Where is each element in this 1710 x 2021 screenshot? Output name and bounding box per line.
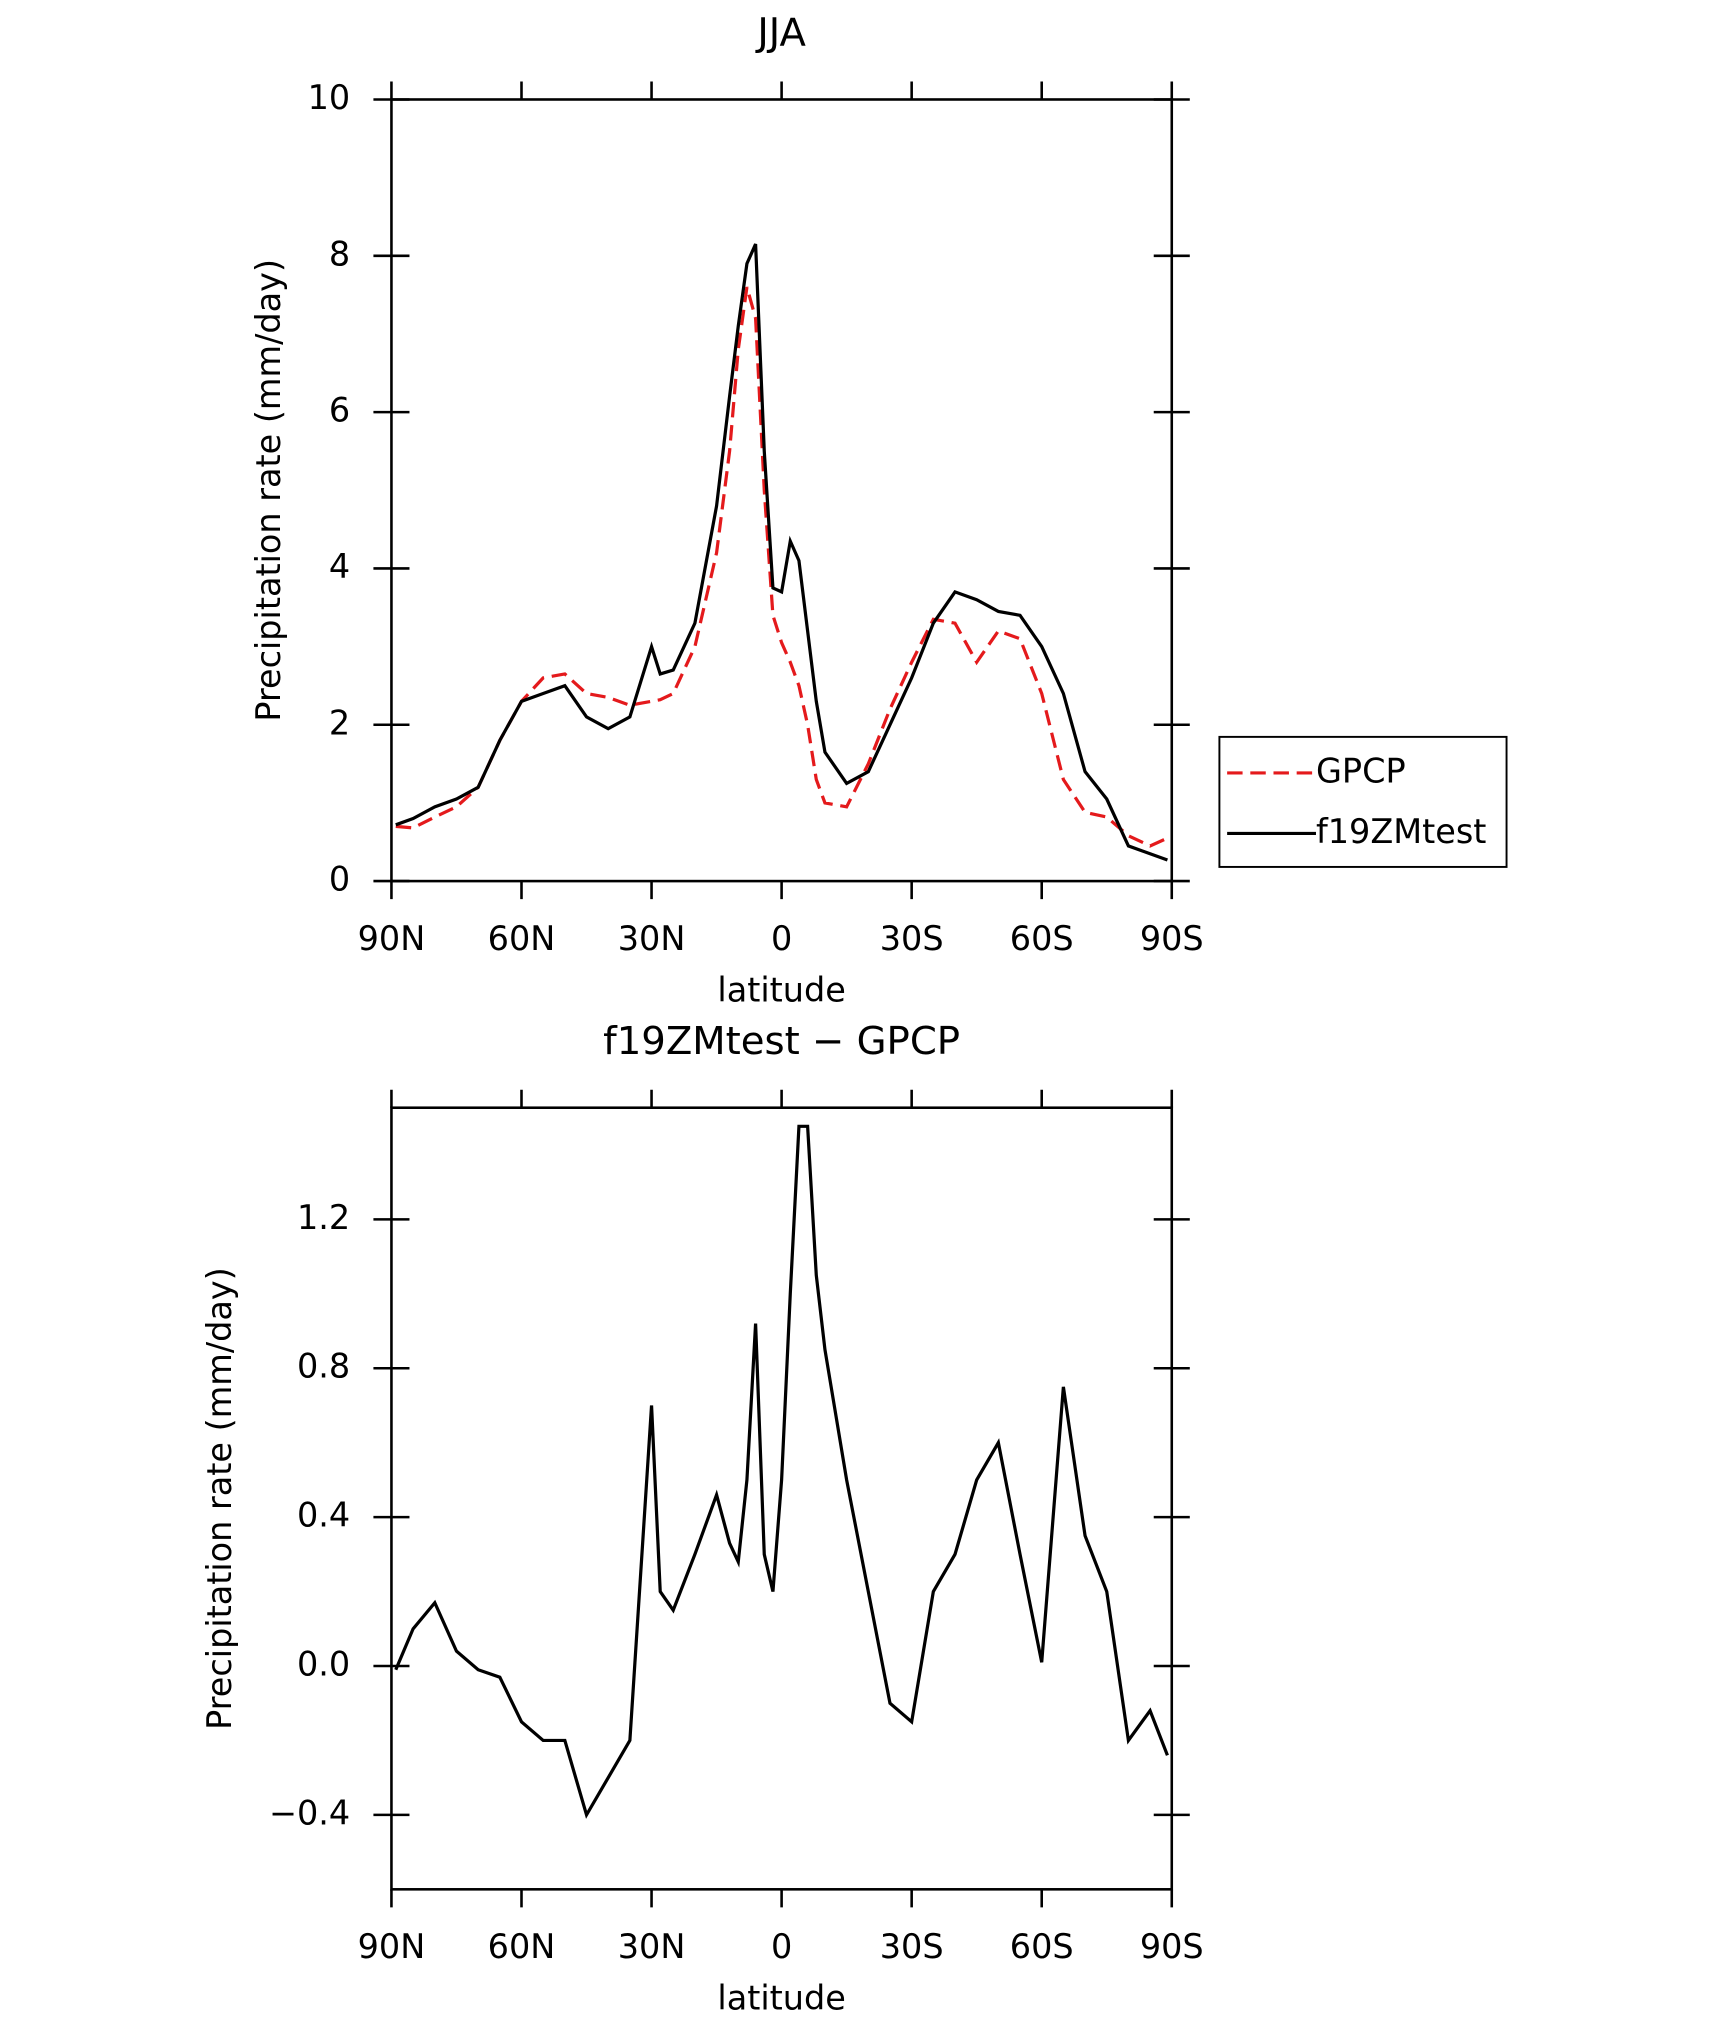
data-line [395, 243, 1168, 862]
legend-label: GPCP [1316, 751, 1406, 790]
y-tick-label: −0.4 [269, 1793, 350, 1832]
x-tick-label: 30N [618, 919, 686, 958]
y-tick-label: 1.2 [297, 1198, 350, 1237]
y-tick-label: 2 [329, 703, 350, 742]
x-axis-label: latitude [717, 970, 845, 1009]
legend-box [1218, 735, 1508, 868]
x-tick-label: 60N [488, 1927, 556, 1966]
y-tick-label: 0.4 [297, 1496, 350, 1535]
y-tick-label: 8 [329, 234, 350, 273]
x-tick-label: 30S [880, 919, 944, 958]
y-axis-label: Precipitation rate (mm/day) [249, 259, 288, 722]
x-tick-label: 60S [1010, 1927, 1074, 1966]
x-tick-label: 30N [618, 1927, 686, 1966]
data-line [395, 286, 1169, 848]
y-tick-label: 0.0 [297, 1645, 350, 1684]
x-tick-label: 90N [358, 1927, 426, 1966]
x-tick-label: 0 [771, 1927, 792, 1966]
plot-frame [390, 98, 1174, 883]
x-axis-label: latitude [717, 1979, 845, 2018]
y-tick-label: 0.8 [297, 1347, 350, 1386]
x-tick-label: 90S [1140, 1927, 1204, 1966]
data-line [394, 1124, 1169, 1819]
y-axis-label: Precipitation rate (mm/day) [200, 1267, 239, 1730]
y-tick-label: 6 [329, 391, 350, 430]
y-tick-label: 10 [308, 78, 351, 117]
y-tick-label: 0 [329, 860, 350, 899]
y-tick-label: 4 [329, 547, 350, 586]
x-tick-label: 60N [488, 919, 556, 958]
chart-title: f19ZMtest − GPCP [603, 1019, 960, 1064]
chart-title: JJA [755, 11, 806, 56]
legend-label: f19ZMtest [1316, 812, 1486, 851]
x-tick-label: 90S [1140, 919, 1204, 958]
x-tick-label: 60S [1010, 919, 1074, 958]
x-tick-label: 90N [358, 919, 426, 958]
x-tick-label: 30S [880, 1927, 944, 1966]
x-tick-label: 0 [771, 919, 792, 958]
